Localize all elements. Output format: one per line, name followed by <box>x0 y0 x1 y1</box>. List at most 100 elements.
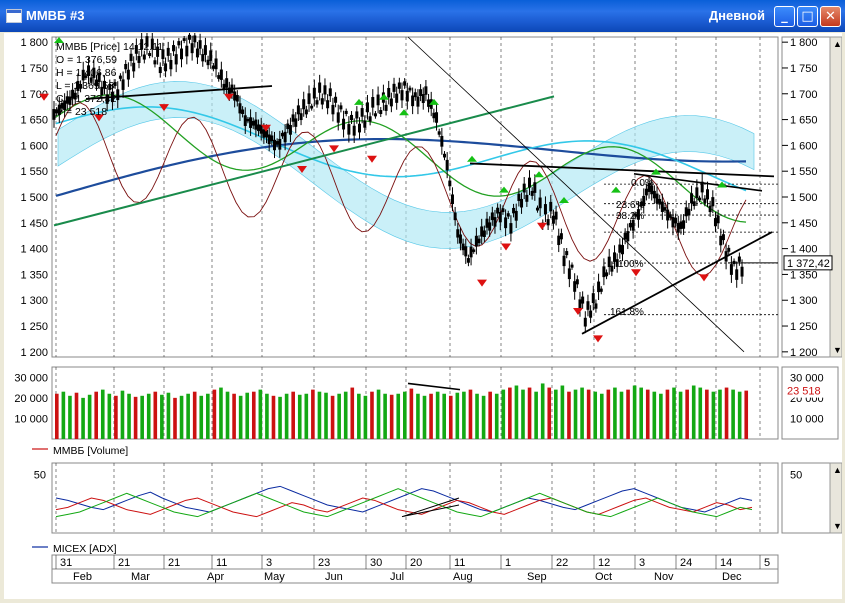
price-candle <box>79 83 83 89</box>
price-candle <box>687 208 691 216</box>
volume-bar <box>731 389 735 439</box>
x-day-label: 21 <box>118 557 130 569</box>
scroll-up-icon[interactable]: ▲ <box>833 465 842 475</box>
axis-frame-0 <box>781 36 839 358</box>
price-candle <box>711 197 715 207</box>
price-candle <box>312 87 316 99</box>
volume-bar <box>521 389 525 439</box>
price-candle <box>243 115 247 126</box>
price-candle <box>187 34 191 40</box>
trendline-resistance <box>469 162 775 178</box>
price-candle <box>713 218 717 227</box>
price-candle <box>193 35 197 43</box>
ma-long-line <box>55 137 747 197</box>
arrow-down-icon <box>94 114 104 122</box>
x-day-label: 22 <box>556 557 568 569</box>
price-candle <box>642 195 646 206</box>
price-candle <box>729 264 733 275</box>
price-candle <box>512 207 516 214</box>
price-candle <box>344 110 348 114</box>
price-tick-label: 1 550 <box>790 166 818 178</box>
price-candle <box>102 80 106 89</box>
volume-bar <box>166 392 171 439</box>
price-candle <box>620 245 624 255</box>
price-tick-label-left: 1 300 <box>20 295 48 307</box>
price-candle <box>283 131 287 143</box>
price-candle <box>249 117 253 128</box>
price-tick-label: 1 600 <box>790 140 818 152</box>
price-candle <box>735 269 739 280</box>
app-window-icon[interactable] <box>6 9 22 23</box>
price-candle <box>214 58 218 70</box>
price-candle <box>557 235 561 246</box>
price-candle <box>339 105 343 110</box>
fib-0-label: 0.0% <box>631 178 654 189</box>
price-candle <box>379 110 383 115</box>
price-candle <box>501 208 505 213</box>
price-candle <box>514 210 518 221</box>
scroll-down-icon[interactable]: ▼ <box>833 345 842 355</box>
price-candle <box>416 96 420 107</box>
price-candle <box>647 182 651 192</box>
price-candle <box>280 132 284 137</box>
volume-bar <box>232 393 236 439</box>
volume-bar <box>606 389 611 439</box>
adx-line-0 <box>55 485 753 513</box>
price-candle <box>124 63 128 70</box>
adx-tick-label-left: 50 <box>34 470 46 482</box>
price-candle <box>116 89 120 101</box>
price-candle <box>299 113 303 121</box>
arrow-down-icon <box>329 145 339 153</box>
arrow-down-icon <box>39 93 49 101</box>
price-candle <box>371 97 375 108</box>
scroll-down-icon[interactable]: ▼ <box>833 521 842 531</box>
price-candle <box>76 80 80 91</box>
price-candle <box>89 77 93 82</box>
ma-momentum-line <box>55 102 747 277</box>
price-candle <box>403 81 407 86</box>
scroll-up-icon[interactable]: ▲ <box>833 39 842 49</box>
volume-bar <box>573 389 578 439</box>
price-candle <box>142 54 146 60</box>
price-candle <box>411 95 415 107</box>
close-button[interactable]: ✕ <box>820 6 841 27</box>
price-candle <box>219 69 223 80</box>
price-tick-label: 1 800 <box>790 37 818 49</box>
price-candle <box>546 219 550 226</box>
price-candle <box>498 211 502 223</box>
volume-bar <box>350 387 355 439</box>
minimize-button[interactable]: _ <box>774 6 795 27</box>
price-candle <box>211 65 215 69</box>
price-tick-label: 1 200 <box>790 347 818 359</box>
volume-bar <box>100 389 105 439</box>
title-bar[interactable]: ММВБ #3 Дневной _ □ ✕ <box>0 0 845 32</box>
volume-bar <box>357 393 361 439</box>
volume-bar <box>311 389 315 439</box>
volume-bar <box>370 391 374 439</box>
price-candle <box>666 209 670 221</box>
price-candle <box>517 193 521 202</box>
volume-bar <box>586 389 591 439</box>
price-candle <box>448 180 452 187</box>
price-scrollbar[interactable] <box>829 36 843 358</box>
chart-svg: ▲ ▼ ▲ ▼ 1 800 1 800 1 750 1 750 1 700 1 700 1 650… <box>14 28 843 584</box>
price-candle <box>618 244 622 253</box>
volume-bar <box>68 395 72 439</box>
price-candle <box>376 94 380 106</box>
volume-bar <box>317 391 322 439</box>
price-candle <box>310 105 314 109</box>
price-candle <box>251 120 255 126</box>
price-candle <box>148 53 152 57</box>
arrow-up-icon <box>534 171 544 178</box>
volume-bar <box>514 385 519 439</box>
maximize-button[interactable]: □ <box>797 6 818 27</box>
price-candle <box>230 84 234 93</box>
volume-bar <box>304 393 309 439</box>
price-tick-label: 1 450 <box>790 218 818 230</box>
x-month-label: Mar <box>131 571 150 583</box>
price-candle <box>238 103 242 114</box>
price-candle <box>525 194 529 202</box>
x-day-label: 11 <box>454 557 465 569</box>
arrow-up-icon <box>467 155 477 162</box>
